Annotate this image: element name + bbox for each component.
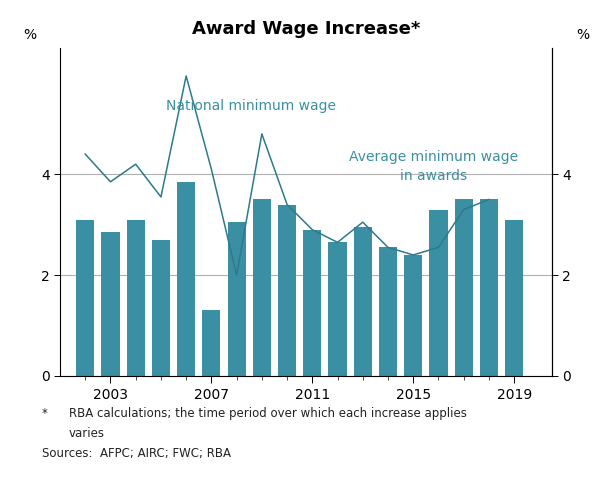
Bar [101, 232, 119, 376]
Text: Sources:  AFPC; AIRC; FWC; RBA: Sources: AFPC; AIRC; FWC; RBA [42, 447, 231, 460]
Bar [76, 220, 94, 376]
Bar [480, 200, 498, 376]
Text: varies: varies [69, 427, 105, 440]
Bar [455, 200, 473, 376]
Title: Award Wage Increase*: Award Wage Increase* [192, 20, 420, 38]
Bar [505, 220, 523, 376]
Bar [404, 255, 422, 376]
Bar [430, 210, 448, 376]
Bar [303, 230, 322, 376]
Text: %: % [23, 27, 36, 41]
Bar [177, 182, 195, 376]
Bar [328, 242, 347, 376]
Text: %: % [576, 27, 589, 41]
Bar [152, 240, 170, 376]
Text: RBA calculations; the time period over which each increase applies: RBA calculations; the time period over w… [69, 407, 467, 420]
Bar [127, 220, 145, 376]
Bar [227, 222, 245, 376]
Bar [202, 310, 220, 376]
Text: National minimum wage: National minimum wage [166, 99, 336, 113]
Bar [278, 204, 296, 376]
Text: Average minimum wage
in awards: Average minimum wage in awards [349, 150, 518, 183]
Bar [253, 200, 271, 376]
Text: *: * [42, 407, 48, 420]
Bar [353, 227, 372, 376]
Bar [379, 247, 397, 376]
